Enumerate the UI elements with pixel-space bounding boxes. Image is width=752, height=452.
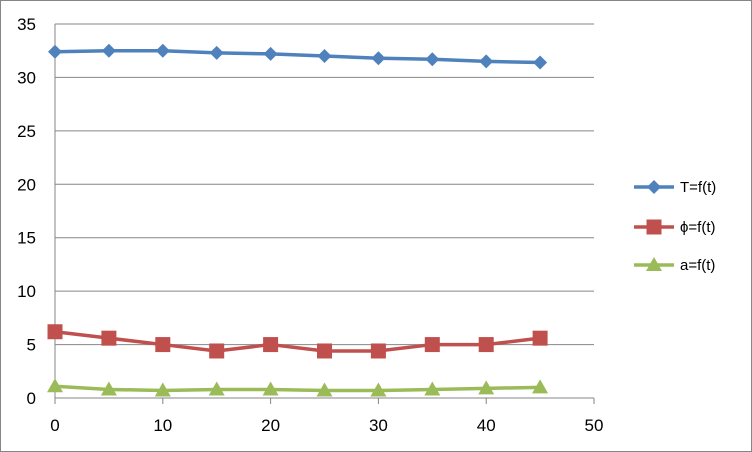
series-1 <box>48 43 548 70</box>
axes: 0 5 10 15 20 25 30 35 0 10 20 30 40 50 <box>17 15 603 435</box>
x-tick-label: 40 <box>477 416 496 435</box>
data-point <box>479 54 494 69</box>
series-line <box>54 330 541 353</box>
data-point <box>316 382 333 397</box>
y-tick-label: 35 <box>17 15 36 34</box>
data-point <box>370 382 387 397</box>
data-point <box>101 330 117 346</box>
legend-marker <box>646 219 662 235</box>
legend-marker <box>647 180 661 194</box>
x-tick-label: 50 <box>585 416 604 435</box>
x-tick-label: 10 <box>153 416 172 435</box>
x-tick-label: 20 <box>261 416 280 435</box>
data-point <box>262 381 279 396</box>
data-point <box>424 381 441 396</box>
y-tick-label: 0 <box>27 389 36 408</box>
data-point <box>533 55 548 70</box>
legend-label: T=f(t) <box>680 179 716 196</box>
data-point <box>478 380 495 395</box>
y-tick-label: 15 <box>17 229 36 248</box>
gridlines <box>55 23 594 346</box>
data-point <box>101 43 116 58</box>
series-line <box>54 384 541 393</box>
data-point <box>424 337 440 353</box>
x-tick-label: 0 <box>50 416 59 435</box>
data-point <box>425 52 440 67</box>
legend-entry-3: a=f(t) <box>634 257 715 274</box>
data-point <box>100 381 117 396</box>
data-point <box>317 343 332 359</box>
legend-label: a=f(t) <box>680 257 715 274</box>
data-point <box>370 343 386 359</box>
data-point <box>532 379 549 394</box>
data-point <box>154 382 171 397</box>
data-point <box>263 46 278 61</box>
y-tick-label: 25 <box>17 122 36 141</box>
legend: T=f(t) ϕ=f(t) a=f(t) <box>634 179 716 274</box>
data-point <box>208 381 225 396</box>
y-tick-label: 10 <box>17 282 36 301</box>
data-point <box>155 43 170 58</box>
data-point <box>371 51 386 66</box>
x-tick-label: 30 <box>369 416 388 435</box>
data-point <box>478 337 494 353</box>
data-point <box>263 337 279 353</box>
data-point <box>48 44 62 59</box>
series-layer <box>47 43 549 397</box>
data-point <box>47 324 63 340</box>
data-point <box>317 49 332 64</box>
y-tick-label: 20 <box>17 175 36 194</box>
series-3 <box>47 378 549 397</box>
data-point <box>155 337 171 353</box>
y-tick-label: 5 <box>27 336 36 355</box>
y-tick-label: 30 <box>17 68 36 87</box>
data-point <box>47 378 63 393</box>
legend-label: ϕ=f(t) <box>680 219 716 236</box>
data-point <box>209 45 224 60</box>
data-point <box>532 330 548 346</box>
legend-marker <box>646 257 662 271</box>
series-line <box>54 48 541 65</box>
legend-entry-2: ϕ=f(t) <box>634 219 716 236</box>
legend-entry-1: T=f(t) <box>634 179 716 196</box>
data-point <box>209 343 225 359</box>
series-2 <box>47 324 548 359</box>
